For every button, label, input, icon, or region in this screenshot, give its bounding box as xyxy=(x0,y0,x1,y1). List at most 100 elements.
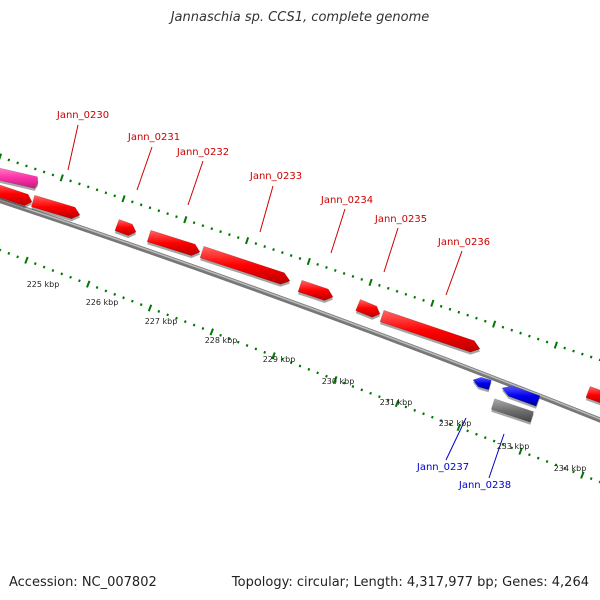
inner-track-tick xyxy=(466,429,470,433)
outer-track-tick xyxy=(210,227,214,231)
outer-track-tick xyxy=(553,341,558,349)
inner-track-tick xyxy=(86,280,91,288)
kbp-tick-label: 226 kbp xyxy=(86,298,119,307)
gene-arrow xyxy=(355,299,381,318)
inner-track-tick xyxy=(394,399,400,408)
kbp-tick-label: 232 kbp xyxy=(439,419,472,428)
outer-track-tick xyxy=(148,206,152,210)
inner-track-tick xyxy=(448,422,452,426)
outer-track-tick xyxy=(395,289,399,293)
inner-track-tick xyxy=(413,408,417,412)
gene-arrow-reverse xyxy=(472,376,492,391)
inner-track-tick xyxy=(307,367,311,371)
inner-track-tick xyxy=(518,447,523,455)
inner-track-tick xyxy=(42,265,46,269)
outer-track-tick xyxy=(166,212,169,216)
outer-track-tick xyxy=(333,268,337,272)
inner-track-tick xyxy=(236,340,240,344)
inner-track-tick xyxy=(483,436,487,440)
inner-track-tick xyxy=(589,477,593,481)
inner-track-tick xyxy=(192,323,196,327)
outer-track-tick xyxy=(219,230,222,234)
outer-track-tick xyxy=(0,153,3,161)
outer-track-tick xyxy=(351,274,355,278)
inner-track-tick xyxy=(130,299,134,303)
inner-track-tick xyxy=(492,439,496,443)
outer-track-tick xyxy=(86,185,90,189)
inner-track-tick xyxy=(554,463,558,467)
kbp-tick-label: 234 kbp xyxy=(554,464,587,473)
outer-track-tick xyxy=(201,224,205,228)
inner-track-tick xyxy=(175,316,178,320)
leader-line xyxy=(67,124,79,171)
inner-track-tick xyxy=(254,347,258,351)
inner-track-tick xyxy=(263,350,267,354)
label-leaders xyxy=(67,124,505,479)
kbp-tick-label: 229 kbp xyxy=(263,355,296,364)
gene-arrow xyxy=(146,229,201,256)
inner-track-tick xyxy=(147,304,153,312)
outer-track-tick xyxy=(7,158,11,162)
kbp-tick-label: 230 kbp xyxy=(322,377,355,386)
inner-track-tick xyxy=(439,419,443,423)
outer-track-tick xyxy=(121,195,126,203)
inner-track-tick xyxy=(7,251,11,255)
gene-arrow xyxy=(0,167,39,189)
inner-track-tick xyxy=(183,320,187,324)
outer-track-tick xyxy=(16,161,19,165)
leader-line xyxy=(445,250,463,296)
gene-label-forward: Jann_0235 xyxy=(374,214,427,225)
kbp-tick-label: 227 kbp xyxy=(145,317,178,326)
inner-track-tick xyxy=(60,272,64,276)
inner-track-tick xyxy=(245,344,249,348)
outer-track-tick xyxy=(59,174,64,182)
outer-track-tick xyxy=(386,286,390,290)
outer-track-tick xyxy=(183,216,188,224)
outer-track-tick xyxy=(572,349,575,353)
inner-tick-track xyxy=(0,248,600,484)
inner-track-tick xyxy=(501,442,505,446)
inner-track-tick xyxy=(122,296,125,300)
inner-track-tick xyxy=(333,376,338,384)
outer-track-tick xyxy=(510,328,514,332)
inner-track-tick xyxy=(16,255,20,259)
inner-track-tick xyxy=(95,286,99,290)
inner-track-tick xyxy=(271,352,276,360)
inner-track-tick xyxy=(404,405,408,409)
inner-track-tick xyxy=(289,361,293,365)
inner-track-tick xyxy=(475,432,478,436)
outer-track-tick xyxy=(192,221,196,225)
outer-track-tick xyxy=(157,209,161,213)
outer-track-tick xyxy=(298,257,302,260)
outer-track-tick xyxy=(422,298,425,302)
outer-track-tick xyxy=(95,188,99,192)
inner-track-tick xyxy=(78,279,81,283)
inner-track-tick xyxy=(536,456,540,460)
outer-track-tick xyxy=(342,271,346,275)
outer-track-tick xyxy=(289,254,293,257)
outer-track-tick xyxy=(563,346,567,350)
outer-track-tick xyxy=(368,278,373,287)
kbp-tick-label: 228 kbp xyxy=(205,336,238,345)
inner-track-tick xyxy=(378,395,381,399)
inner-track-tick xyxy=(157,309,161,313)
inner-track-tick xyxy=(563,466,567,470)
leader-line xyxy=(445,417,467,461)
outer-track-tick xyxy=(581,352,584,356)
outer-track-tick xyxy=(228,233,231,237)
gene-label-forward: Jann_0231 xyxy=(127,132,180,143)
topology-summary: Topology: circular; Length: 4,317,977 bp… xyxy=(231,575,589,590)
outer-track-tick xyxy=(492,320,497,328)
gene-arrow xyxy=(379,309,481,353)
leader-line xyxy=(330,208,346,254)
inner-track-tick xyxy=(280,357,284,361)
leader-line xyxy=(187,160,204,206)
inner-track-tick xyxy=(201,326,205,330)
inner-track-tick xyxy=(228,337,231,341)
inner-track-tick xyxy=(386,398,390,402)
inner-track-tick xyxy=(24,256,29,264)
outer-track-tick xyxy=(33,167,37,171)
outer-track-tick xyxy=(42,170,46,174)
inner-track-tick xyxy=(298,364,302,368)
